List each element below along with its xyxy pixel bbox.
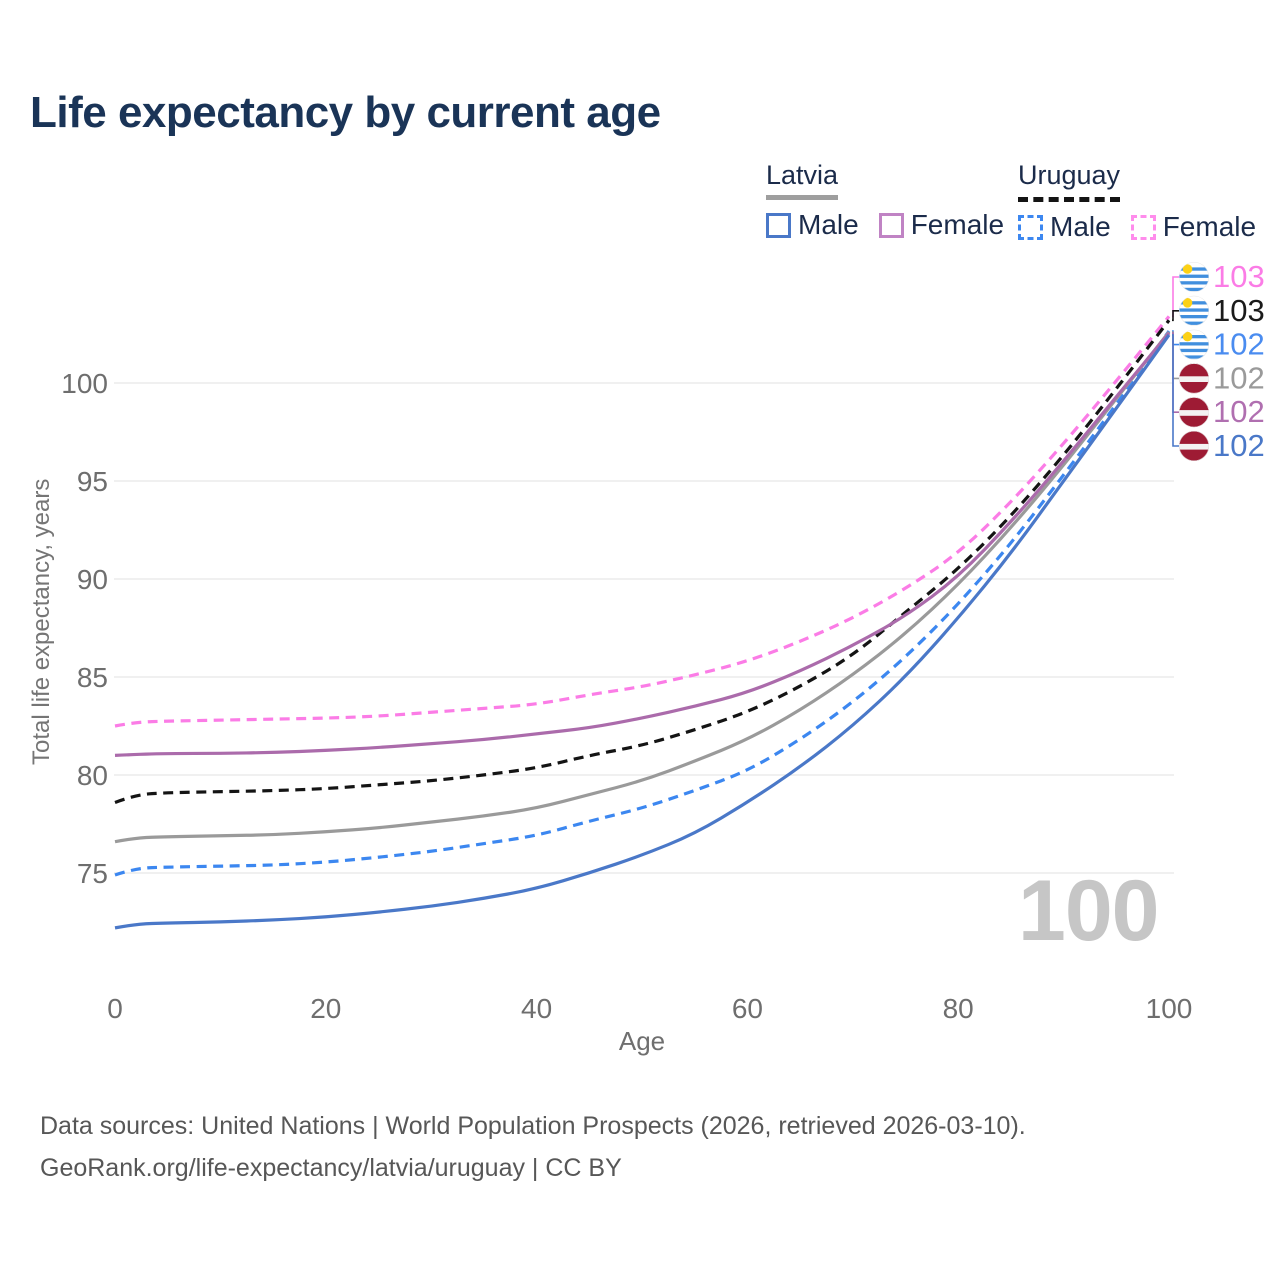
legend-label-latvia-female[interactable]: Female [910,209,1005,240]
footer: Data sources: United Nations | World Pop… [40,1106,1026,1189]
x-tick-label-0: 0 [107,993,123,1024]
series-line-uruguay-female[interactable] [114,315,1171,728]
x-tick-label-20: 20 [310,993,341,1024]
y-tick-label-100: 100 [61,368,108,399]
series-line-latvia-female[interactable] [114,332,1171,757]
x-tick-label-100: 100 [1146,993,1193,1024]
age-watermark: 100 [1018,863,1160,959]
uruguay-flag-icon [1179,295,1209,326]
y-axis-title: Total life expectancy, years [28,478,55,766]
page-title: Life expectancy by current age [30,88,661,137]
legend-group-uruguay: Uruguay Male Female [1018,160,1276,243]
end-value-label-uruguay-total: 103 [1213,293,1265,328]
series-line-latvia-male[interactable] [114,334,1171,930]
end-value-label-uruguay-male: 102 [1213,327,1265,362]
latvia-flag-icon [1179,431,1209,461]
latvia-flag-icon [1179,363,1209,394]
y-tick-label-95: 95 [77,466,108,497]
uruguay-flag-icon [1179,262,1209,292]
series-line-uruguay-male[interactable] [114,330,1171,877]
end-value-label-latvia-female: 102 [1213,394,1265,429]
legend-label-latvia-male[interactable]: Male [798,209,859,240]
legend-group-latvia: Latvia Male Female [766,160,1024,241]
end-value-label-latvia-male: 102 [1213,428,1265,463]
x-tick-label-80: 80 [943,993,974,1024]
y-tick-label-85: 85 [77,662,108,693]
footer-data-sources: Data sources: United Nations | World Pop… [40,1112,1026,1140]
leader-line-latvia-male [1172,334,1179,447]
legend-label-uruguay-female[interactable]: Female [1162,211,1257,242]
x-tick-label-60: 60 [732,993,763,1024]
legend-swatch-latvia-male-icon[interactable] [766,212,791,238]
latvia-flag-icon [1179,397,1209,428]
legend-latvia-total-line-swatch [766,195,838,200]
y-tick-label-75: 75 [77,858,108,889]
y-tick-label-80: 80 [77,760,108,791]
series-line-latvia-total[interactable] [114,331,1171,844]
legend-swatch-latvia-female-icon[interactable] [878,212,904,238]
legend-uruguay-total-line-swatch [1018,197,1120,202]
legend-swatch-uruguay-female-icon[interactable] [1130,214,1156,240]
footer-attribution: GeoRank.org/life-expectancy/latvia/urugu… [40,1153,622,1182]
uruguay-flag-icon [1179,329,1209,360]
end-value-label-uruguay-female: 103 [1213,259,1265,294]
x-tick-label-40: 40 [521,993,552,1024]
x-axis-title: Age [618,1026,666,1056]
leader-line-uruguay-total [1172,310,1179,322]
legend-uruguay-title: Uruguay [1018,160,1121,190]
series-line-uruguay-total[interactable] [114,319,1171,804]
end-value-label-latvia-total: 102 [1213,360,1265,395]
legend-latvia-title: Latvia [766,160,839,190]
legend-label-uruguay-male[interactable]: Male [1050,211,1111,242]
legend-swatch-uruguay-male-icon[interactable] [1018,214,1043,240]
y-tick-label-90: 90 [77,564,108,595]
